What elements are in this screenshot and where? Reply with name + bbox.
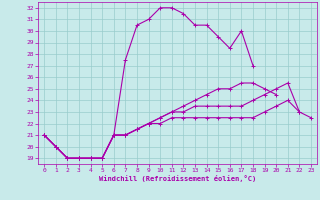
X-axis label: Windchill (Refroidissement éolien,°C): Windchill (Refroidissement éolien,°C) <box>99 175 256 182</box>
